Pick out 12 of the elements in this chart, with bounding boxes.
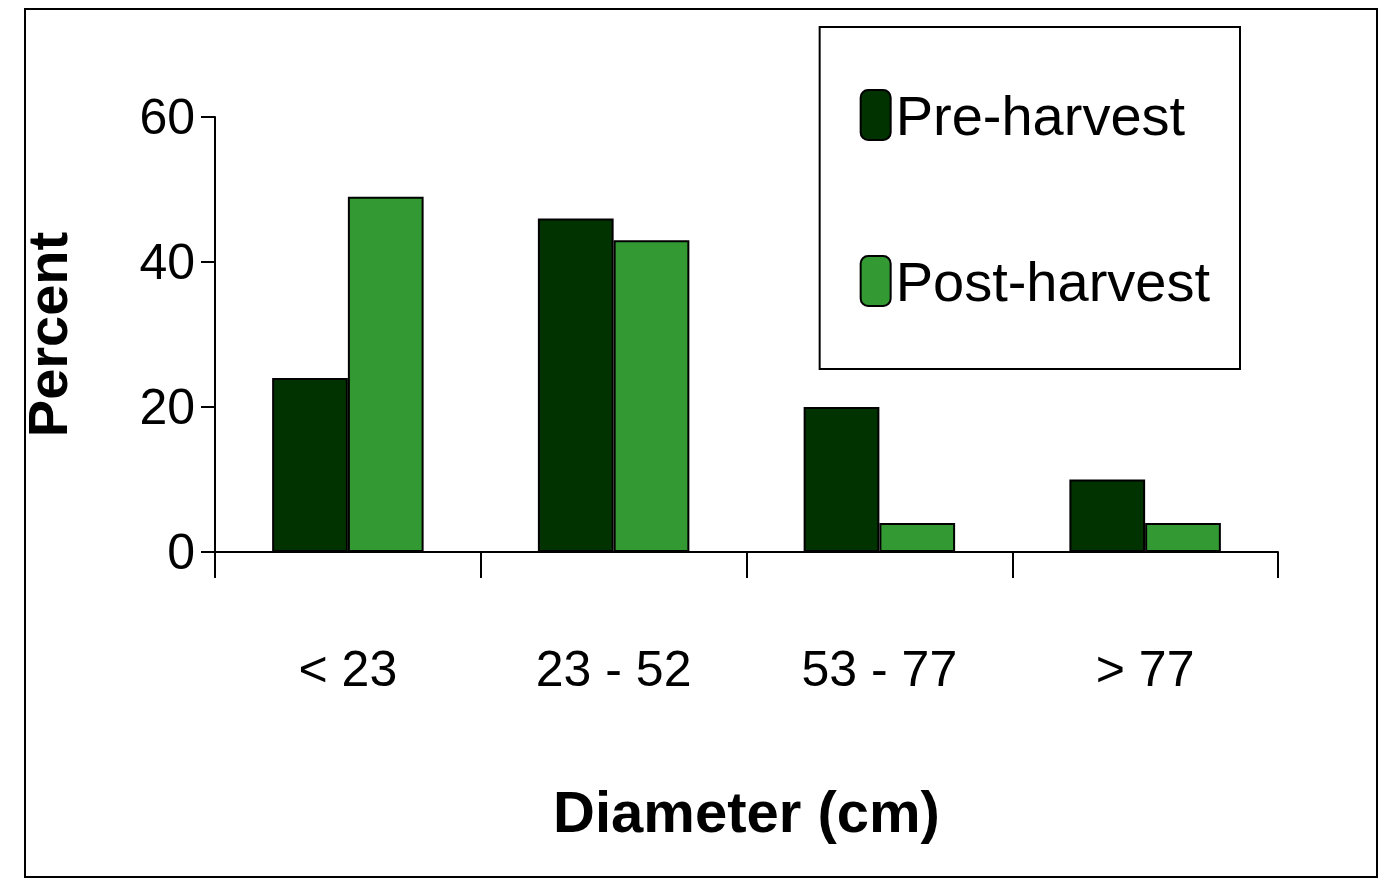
y-tick-label: 40 [139,234,195,290]
y-tick-label: 0 [167,524,195,580]
x-axis-title: Diameter (cm) [553,778,940,844]
x-tick-label: > 77 [1095,641,1195,697]
x-tick-label: 53 - 77 [801,641,958,697]
y-tick-label: 20 [139,379,195,435]
x-tick-label: 23 - 52 [535,641,692,697]
y-tick-label: 60 [139,89,195,145]
y-axis-title: Percent [15,231,79,438]
legend-label: Post-harvest [895,249,1211,313]
x-tick-label: < 23 [298,641,398,697]
legend-label: Pre-harvest [895,83,1186,147]
